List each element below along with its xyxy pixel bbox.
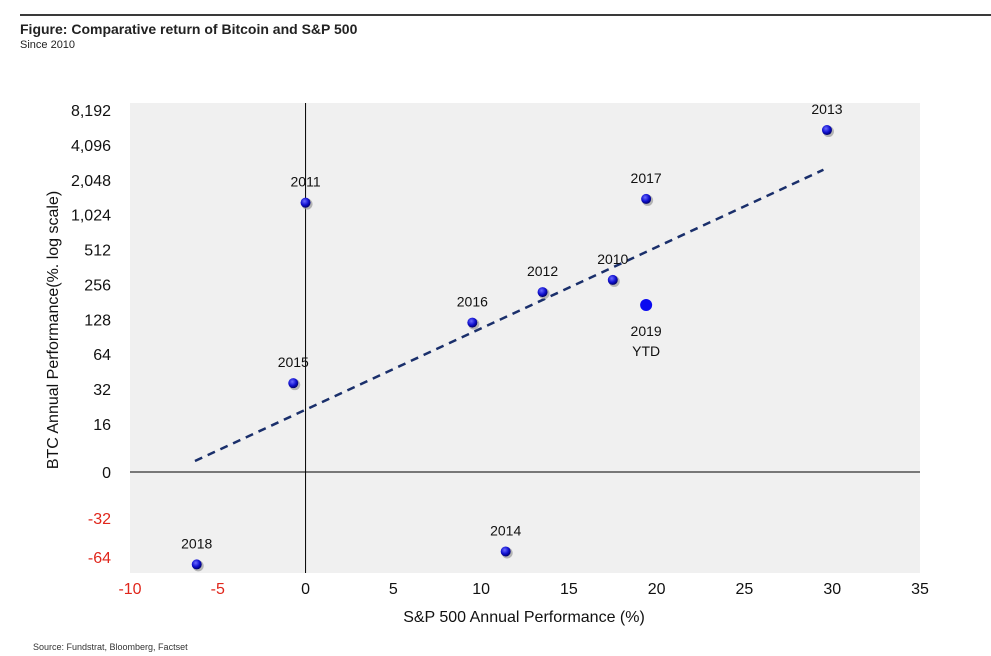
data-point	[641, 193, 652, 204]
point-label: 2017	[631, 170, 662, 186]
y-tick-label: -32	[88, 511, 111, 528]
data-point	[537, 287, 548, 298]
x-tick-label: -5	[211, 581, 225, 598]
figure-subtitle: Since 2010	[20, 39, 76, 51]
x-tick-label: 25	[736, 581, 754, 598]
trendline-group	[194, 168, 824, 463]
y-axis-label: BTC Annual Performance(%. log scale)	[45, 191, 62, 469]
point-label: 2014	[490, 522, 521, 538]
x-tick-label: 0	[301, 581, 310, 598]
data-point	[191, 559, 202, 570]
figure-title: Figure: Comparative return of Bitcoin an…	[20, 21, 358, 37]
source-note: Source: Fundstrat, Bloomberg, Factset	[33, 642, 188, 652]
y-tick-label: 512	[84, 243, 111, 260]
point-label: 2010	[597, 251, 628, 267]
point-label: 2012	[527, 263, 558, 279]
plot-area	[130, 103, 920, 573]
y-tick-label: 256	[84, 277, 111, 294]
point-label: 2011	[291, 174, 321, 190]
y-tick-label: 128	[84, 312, 111, 329]
point-label: 2016	[457, 294, 488, 310]
x-tick-label: -10	[118, 581, 141, 598]
trendline	[194, 168, 824, 463]
y-tick-label: 16	[93, 417, 111, 434]
x-axis-label: S&P 500 Annual Performance (%)	[403, 609, 645, 626]
points-group: 2010 2011 2012 2013 2014 2015 2016 2017 2018 2019…	[181, 101, 843, 572]
y-tick-label: 0	[102, 465, 111, 482]
x-tick-label: 30	[823, 581, 841, 598]
data-point	[607, 274, 618, 285]
x-tick-label: 35	[911, 581, 929, 598]
axes-lines	[130, 103, 920, 573]
point-label: 2013	[811, 101, 842, 117]
point-label: 2015	[278, 354, 309, 370]
data-point	[821, 125, 832, 136]
y-tick-label: 2,048	[71, 173, 111, 190]
data-point	[300, 197, 311, 208]
data-point	[467, 317, 478, 328]
y-tick-label: 32	[93, 382, 111, 399]
data-point	[640, 299, 653, 312]
x-tick-label: 5	[389, 581, 398, 598]
y-tick-label: 1,024	[71, 208, 111, 225]
x-tick-label: 10	[472, 581, 490, 598]
top-rule	[20, 14, 991, 16]
point-label: 2019	[631, 323, 662, 339]
y-tick-label: 64	[93, 347, 111, 364]
x-tick-label: 20	[648, 581, 666, 598]
y-tick-label: 4,096	[71, 138, 111, 155]
data-point	[288, 378, 299, 389]
data-point	[500, 546, 511, 557]
tick-labels: -10 -5 0 5 10 15 20 25 30 35 8,192 4,096 2,048 1,024 5…	[71, 103, 929, 598]
y-tick-label: 8,192	[71, 103, 111, 120]
y-tick-label: -64	[88, 550, 111, 567]
point-label: YTD	[632, 343, 660, 359]
x-tick-label: 15	[560, 581, 578, 598]
point-label: 2018	[181, 535, 212, 551]
